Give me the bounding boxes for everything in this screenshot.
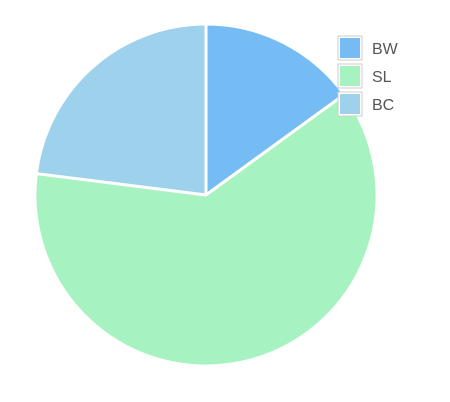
pie-slice-bc[interactable] [34,22,208,197]
legend-swatch-bw [340,38,360,58]
legend-swatch-sl [340,66,360,86]
legend-item-bw[interactable]: BW [337,35,399,61]
legend: BW SL BC [337,35,399,117]
legend-label-sl: SL [372,69,392,86]
pie-slice-bw[interactable] [204,22,346,197]
legend-item-sl[interactable]: SL [337,63,392,89]
pie-slice-sl[interactable] [33,92,379,368]
pie-slices [33,22,379,368]
legend-swatch-bc [340,94,360,114]
legend-label-bw: BW [372,41,399,58]
legend-item-bc[interactable]: BC [337,91,394,117]
legend-label-bc: BC [372,97,394,114]
